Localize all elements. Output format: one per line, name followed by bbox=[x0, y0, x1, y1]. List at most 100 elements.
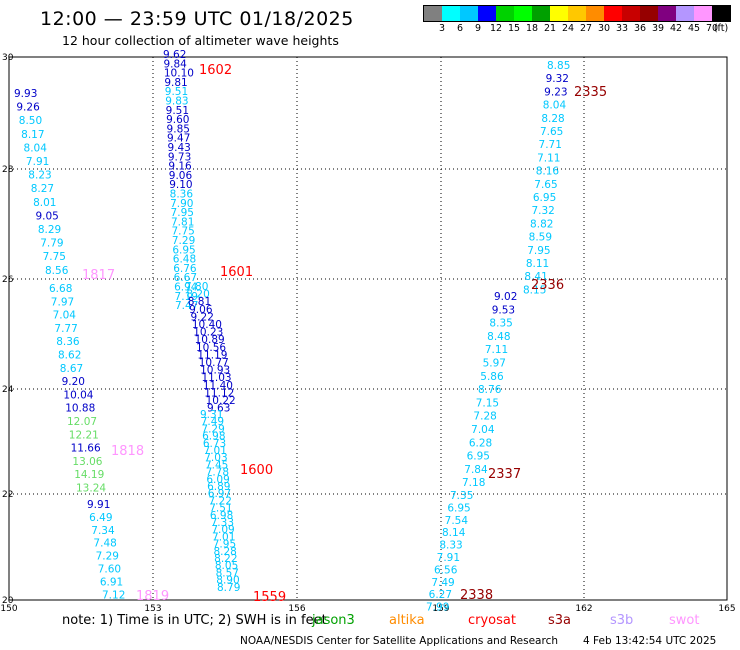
wave-height-value: 7.79 bbox=[40, 238, 63, 250]
wave-height-value: 6.48 bbox=[173, 254, 196, 266]
wave-height-value: 7.60 bbox=[98, 564, 121, 576]
wave-height-value: 10.89 bbox=[195, 334, 225, 346]
wave-height-value: 8.15 bbox=[523, 284, 546, 296]
x-tick-label: 153 bbox=[144, 604, 161, 614]
legend-label: 12 bbox=[489, 23, 503, 34]
wave-height-value: 8.11 bbox=[526, 258, 549, 270]
wave-height-value: 9.73 bbox=[168, 151, 191, 163]
wave-height-value: 6.94 bbox=[174, 282, 198, 294]
wave-height-value: 8.14 bbox=[442, 527, 466, 539]
wave-height-value: 9.62 bbox=[163, 49, 186, 61]
legend-swatch bbox=[712, 6, 730, 21]
wave-height-value: 9.05 bbox=[35, 210, 58, 222]
legend-swatch bbox=[514, 6, 532, 21]
wave-height-value: 7.15 bbox=[476, 397, 499, 409]
legend-swatch bbox=[604, 6, 622, 21]
mission-label-swot: swot bbox=[669, 613, 700, 628]
x-tick-label: 159 bbox=[432, 604, 449, 614]
wave-height-value: 12.07 bbox=[67, 416, 97, 428]
wave-height-value: 8.23 bbox=[28, 170, 51, 182]
legend-label: 15 bbox=[507, 23, 521, 34]
pass-number-label: 1601 bbox=[220, 265, 253, 280]
wave-height-value: 8.36 bbox=[56, 336, 80, 348]
wave-height-value: 7.29 bbox=[96, 551, 119, 563]
wave-height-value: 9.31 bbox=[200, 409, 223, 421]
wave-height-value: 8.28 bbox=[541, 113, 564, 125]
axis-tick-labels: 150 153 156 159 162 165 30 28 26 24 22 20 bbox=[0, 53, 735, 614]
wave-height-value: 6.95 bbox=[467, 451, 490, 463]
wave-height-value: 6.27 bbox=[429, 589, 452, 601]
wave-height-value: 7.75 bbox=[43, 251, 66, 263]
wave-height-value: 6.97 bbox=[208, 488, 231, 500]
wave-height-value: 9.23 bbox=[544, 86, 567, 98]
footer-note: note: 1) Time is in UTC; 2) SWH is in fe… bbox=[62, 613, 327, 628]
wave-height-value: 7.78 bbox=[206, 467, 229, 479]
wave-height-value: 8.56 bbox=[45, 265, 69, 277]
wave-height-value: 9.85 bbox=[167, 123, 190, 135]
wave-height-value: 7.91 bbox=[26, 156, 49, 168]
legend-swatch bbox=[460, 6, 478, 21]
wave-height-value: 7.28 bbox=[473, 411, 496, 423]
wave-height-value: 6.56 bbox=[434, 564, 458, 576]
legend-label: 9 bbox=[474, 23, 482, 34]
wave-height-value: 6.95 bbox=[172, 244, 195, 256]
wave-height-value: 8.59 bbox=[529, 232, 552, 244]
credit-line: NOAA/NESDIS Center for Satellite Applica… bbox=[240, 635, 558, 647]
wave-height-value: 7.34 bbox=[91, 525, 115, 537]
pass-number-label: 1818 bbox=[111, 444, 144, 459]
satellite-track: 8.859.329.238.048.287.657.717.118.167.65… bbox=[523, 60, 607, 296]
legend-label: (ft) bbox=[713, 23, 729, 34]
legend-swatch bbox=[658, 6, 676, 21]
legend-label: 42 bbox=[669, 23, 683, 34]
legend-label: 36 bbox=[633, 23, 647, 34]
page-subtitle: 12 hour collection of altimeter wave hei… bbox=[62, 33, 339, 48]
wave-height-value: 8.90 bbox=[216, 575, 239, 587]
satellite-track: 9.629.8410.109.819.519.839.519.609.859.4… bbox=[163, 49, 232, 312]
x-tick-label: 162 bbox=[575, 604, 592, 614]
wave-height-value: 7.09 bbox=[211, 524, 234, 536]
wave-height-value: 10.04 bbox=[63, 389, 93, 401]
wave-height-value: 8.04 bbox=[24, 142, 48, 154]
wave-height-value: 6.28 bbox=[469, 437, 492, 449]
wave-height-value: 9.22 bbox=[191, 311, 214, 323]
legend-swatch bbox=[622, 6, 640, 21]
wave-height-value: 10.23 bbox=[193, 327, 223, 339]
satellite-track: 9.317.497.296.986.737.017.037.457.786.09… bbox=[200, 409, 273, 594]
wave-height-value: 9.91 bbox=[87, 499, 110, 511]
wave-height-value: 5.86 bbox=[480, 371, 504, 383]
wave-height-value: 7.04 bbox=[471, 424, 495, 436]
legend-swatch bbox=[676, 6, 694, 21]
legend-label: 33 bbox=[615, 23, 629, 34]
satellite-track: 9.93 9.268.50 8.178.04 7.91 8.238.27 8.019.05… bbox=[14, 88, 115, 283]
pass-number-label: 2335 bbox=[574, 85, 607, 100]
wave-height-value: 7.84 bbox=[464, 464, 488, 476]
wave-height-value: 9.60 bbox=[166, 114, 189, 126]
wave-height-value: 10.10 bbox=[164, 68, 194, 80]
wave-height-value: 8.57 bbox=[216, 567, 239, 579]
wave-height-value: 6.73 bbox=[203, 438, 226, 450]
legend-swatch bbox=[442, 6, 460, 21]
wave-height-value: 7.99 bbox=[426, 602, 449, 614]
x-tick-label: 156 bbox=[288, 604, 305, 614]
mission-label-s3b: s3b bbox=[610, 613, 634, 628]
wave-height-value: 9.32 bbox=[546, 73, 569, 85]
pass-number-label: 1817 bbox=[82, 268, 115, 283]
y-tick-label: 30 bbox=[2, 53, 14, 63]
legend-label: 39 bbox=[651, 23, 665, 34]
wave-height-value: 7.18 bbox=[462, 477, 485, 489]
satellite-track: 9.029.53 8.358.487.11 5.975.868.767.15 7.28… bbox=[462, 278, 564, 489]
wave-height-value: 7.90 bbox=[170, 198, 193, 210]
legend-swatch bbox=[478, 6, 496, 21]
y-tick-label: 20 bbox=[2, 596, 14, 606]
wave-height-value: 7.03 bbox=[204, 452, 227, 464]
wave-height-value: 7.45 bbox=[205, 459, 228, 471]
legend-label: 18 bbox=[525, 23, 539, 34]
wave-height-value: 6.09 bbox=[206, 474, 229, 486]
wave-height-value: 7.95 bbox=[527, 245, 550, 257]
wave-height-value: 8.48 bbox=[487, 331, 510, 343]
legend-swatch bbox=[424, 6, 442, 21]
wave-height-value: 9.53 bbox=[492, 304, 515, 316]
legend-swatch bbox=[532, 6, 550, 21]
